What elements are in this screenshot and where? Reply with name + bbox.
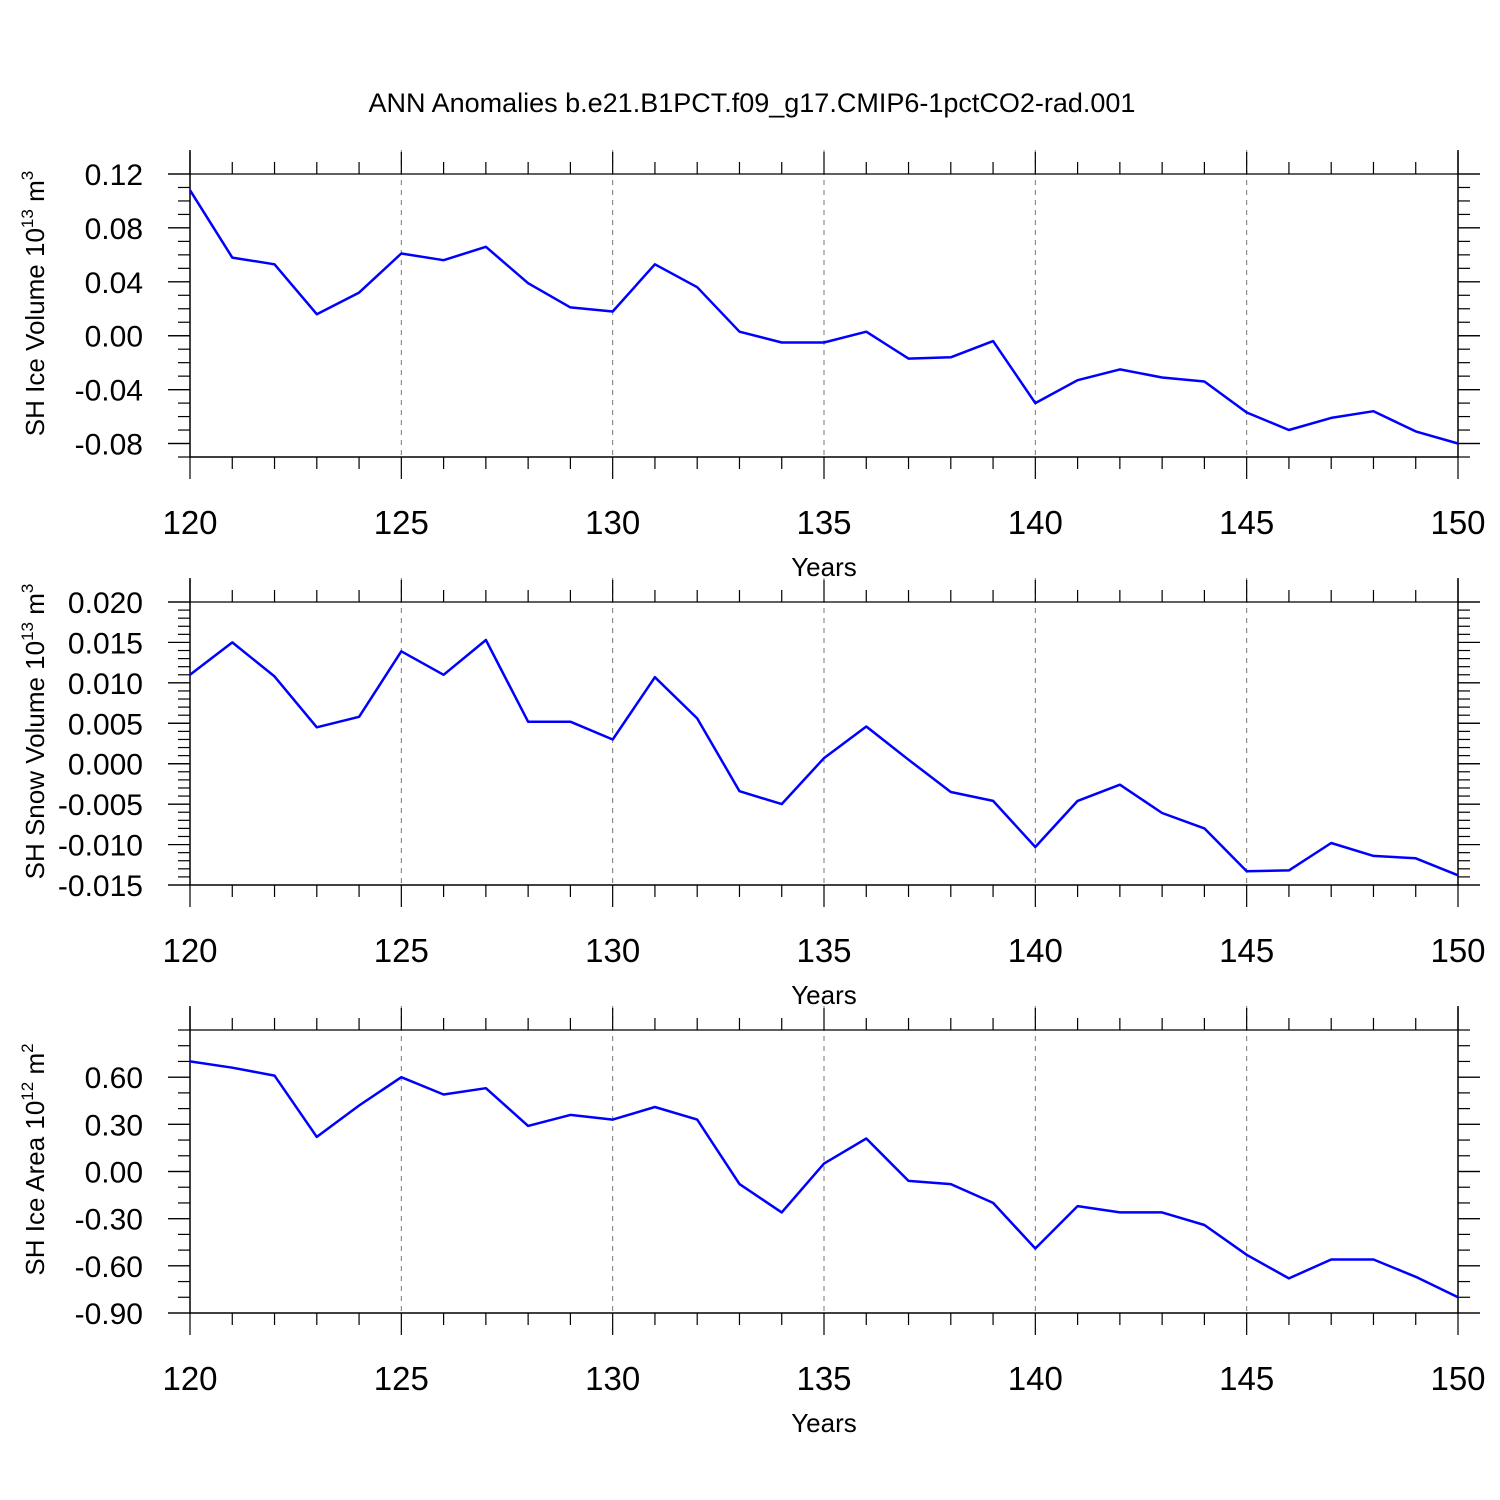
p1-x-tick-label-120: 120 [162,504,217,541]
p3-y-tick-label-0: 0.60 [85,1062,143,1095]
p1-x-tick-label-135: 135 [796,504,851,541]
p2-y-tick-label-6: -0.010 [58,830,143,863]
p1-x-tick-label-140: 140 [1008,504,1063,541]
p1-y-tick-label-2: 0.04 [85,267,143,300]
p2-y-axis-label: SH Snow Volume 1013 m3 [18,584,50,880]
p1-x-tick-label-150: 150 [1430,504,1485,541]
p3-x-axis-label: Years [791,1408,857,1438]
panel-ice-area: 120 125 130 135 140 145 150 Years 0.60 0.30 0.00 -0… [18,1006,1486,1438]
p2-x-tick-label-125: 125 [374,932,429,969]
p2-y-tick-label-3: 0.005 [68,708,143,741]
p3-y-axis-label: SH Ice Area 1012 m2 [18,1043,50,1275]
p1-x-tick-label-130: 130 [585,504,640,541]
p2-y-axis-label-text: SH Snow Volume 10 [20,641,50,879]
p3-y-tick-label-5: -0.90 [75,1298,143,1331]
p2-y-tick-label-1: 0.015 [68,627,143,660]
p1-y-axis-label-unit-exponent: 3 [18,171,37,180]
p2-x-tick-label-130: 130 [585,932,640,969]
p2-y-tick-label-0: 0.020 [68,587,143,620]
p3-y-tick-label-2: 0.00 [85,1157,143,1190]
p1-x-axis-label: Years [791,552,857,582]
p2-y-tick-label-4: 0.000 [68,749,143,782]
p2-y-tick-label-2: 0.010 [68,668,143,701]
p3-y-tick-label-3: -0.30 [75,1204,143,1237]
p3-y-axis-label-unit-exponent: 2 [18,1043,37,1052]
p3-x-tick-label-145: 145 [1219,1360,1274,1397]
p2-y-tick-label-5: -0.005 [58,789,143,822]
panel-snow-volume: 120 125 130 135 140 145 150 Years 0.020 0.015 0.01… [18,578,1486,1010]
p2-x-tick-label-140: 140 [1008,932,1063,969]
p3-y-tick-label-1: 0.30 [85,1109,143,1142]
p2-y-axis-label-exponent: 13 [18,622,37,641]
p3-y-axis-label-exponent: 12 [18,1082,37,1101]
p1-y-tick-label-5: -0.08 [75,429,143,462]
p3-x-tick-label-120: 120 [162,1360,217,1397]
p2-x-axis-label: Years [791,980,857,1010]
p1-y-axis-label-unit: m [20,180,50,209]
p3-x-tick-label-150: 150 [1430,1360,1485,1397]
p3-y-axis-label-text: SH Ice Area 10 [20,1101,50,1276]
p1-y-tick-label-0: 0.12 [85,159,143,192]
p2-x-tick-label-150: 150 [1430,932,1485,969]
p1-y-tick-label-3: 0.00 [85,321,143,354]
p1-y-axis-label: SH Ice Volume 1013 m3 [18,171,50,436]
p1-x-tick-label-125: 125 [374,504,429,541]
p1-y-tick-label-4: -0.04 [75,375,143,408]
panel-ice-volume: 120 125 130 135 140 145 150 Years 0.12 0.08 0.04 0.… [18,150,1486,582]
p2-y-axis-label-unit: m [20,593,50,622]
p3-y-axis-label-unit: m [20,1053,50,1082]
figure-title: ANN Anomalies b.e21.B1PCT.f09_g17.CMIP6-… [369,88,1136,118]
p1-x-tick-label-145: 145 [1219,504,1274,541]
p2-x-tick-label-145: 145 [1219,932,1274,969]
p2-x-tick-label-135: 135 [796,932,851,969]
p3-x-tick-label-130: 130 [585,1360,640,1397]
p2-y-axis-label-unit-exponent: 3 [18,584,37,593]
p2-y-tick-label-7: -0.015 [58,870,143,903]
p2-x-tick-label-120: 120 [162,932,217,969]
p1-y-axis-label-exponent: 13 [18,209,37,228]
p1-y-tick-label-1: 0.08 [85,213,143,246]
p3-x-tick-label-135: 135 [796,1360,851,1397]
p1-y-axis-label-text: SH Ice Volume 10 [20,228,50,436]
p3-x-tick-label-140: 140 [1008,1360,1063,1397]
p3-y-tick-label-4: -0.60 [75,1251,143,1284]
p3-x-tick-label-125: 125 [374,1360,429,1397]
